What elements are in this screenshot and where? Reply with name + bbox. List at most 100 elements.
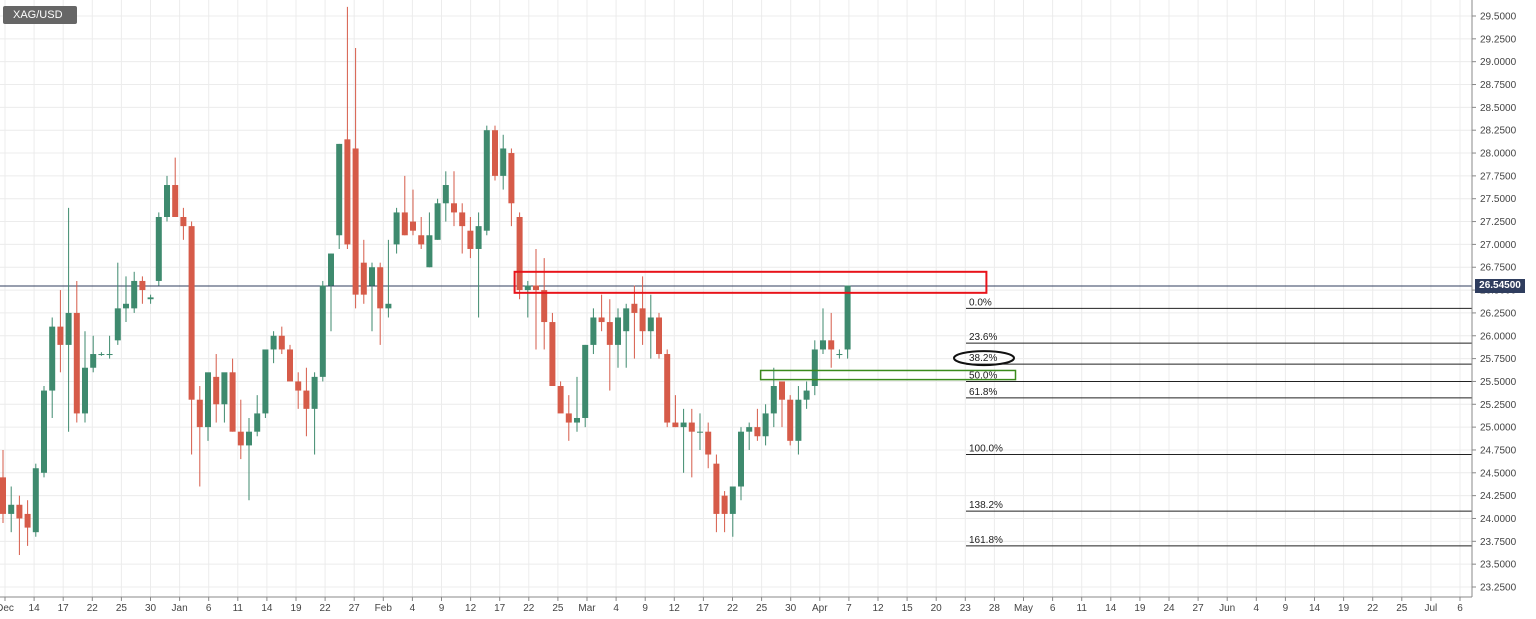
candle: [57, 290, 64, 373]
candle-body: [188, 226, 195, 400]
candle: [254, 395, 261, 437]
candle: [516, 212, 523, 300]
x-tick-label: 14: [1309, 603, 1321, 614]
x-tick-label: 7: [846, 603, 852, 614]
candle-body: [410, 221, 416, 231]
x-tick-label: 25: [1396, 603, 1408, 614]
candle: [377, 262, 384, 345]
candle: [582, 344, 589, 428]
x-tick-label: 20: [931, 603, 943, 614]
candle: [541, 258, 548, 350]
candle-body: [483, 130, 490, 231]
candle-body: [262, 349, 269, 414]
candle-body: [180, 216, 187, 227]
candle-body: [442, 185, 449, 204]
candle: [16, 495, 23, 556]
candle-body: [90, 354, 97, 368]
x-tick-label: Feb: [375, 603, 393, 614]
candle: [705, 422, 712, 469]
candle: [131, 271, 138, 313]
candle-body: [770, 386, 777, 414]
candle: [598, 294, 605, 332]
candle-body: [426, 235, 433, 268]
x-tick-label: 4: [613, 603, 619, 614]
candle: [270, 331, 277, 364]
candle-body: [598, 317, 605, 323]
y-tick-label: 28.0000: [1480, 149, 1517, 160]
candle-body: [98, 354, 105, 356]
candle-body: [114, 308, 121, 341]
candle: [311, 372, 318, 455]
candle-body: [590, 317, 597, 345]
candle: [106, 335, 113, 359]
fib-level-label: 161.8%: [969, 535, 1003, 546]
candle-body: [434, 203, 441, 240]
candle: [393, 207, 400, 254]
candle: [336, 143, 343, 249]
candle: [205, 372, 211, 441]
x-tick-label: Jul: [1425, 603, 1438, 614]
candle-body: [205, 372, 211, 428]
current-price-badge: 26.54500: [1475, 278, 1525, 293]
candle-body: [221, 372, 228, 405]
y-tick-label: 29.0000: [1480, 57, 1517, 68]
x-tick-label: 30: [145, 603, 157, 614]
candle: [0, 449, 6, 524]
candle-body: [705, 431, 712, 455]
candle: [147, 294, 154, 304]
candle: [672, 395, 679, 428]
candle-body: [795, 399, 802, 441]
candle: [762, 404, 769, 446]
symbol-label: XAG/USD: [3, 6, 77, 24]
candle: [639, 276, 646, 345]
candle: [442, 171, 449, 222]
x-tick-label: 22: [1367, 603, 1379, 614]
candle: [631, 285, 638, 359]
candle: [295, 372, 302, 409]
candle-body: [360, 262, 367, 295]
candle: [500, 134, 507, 190]
x-tick-label: 6: [1457, 603, 1463, 614]
candle: [139, 276, 146, 304]
candle-body: [147, 297, 154, 300]
candle-body: [713, 463, 720, 514]
candle-body: [106, 354, 113, 356]
candle-body: [172, 185, 179, 217]
x-tick-label: 25: [552, 603, 564, 614]
x-tick-label: 9: [439, 603, 445, 614]
candlestick-series: [0, 6, 1472, 556]
candle-body: [721, 495, 728, 514]
candle: [508, 148, 515, 227]
candle-body: [582, 344, 589, 418]
support-zone-rect: [759, 369, 1017, 381]
candle-body: [492, 130, 498, 176]
candle-body: [500, 148, 507, 176]
x-tick-label: 12: [465, 603, 477, 614]
candle: [8, 486, 15, 533]
candle: [32, 463, 39, 537]
grid-lines: [0, 0, 1472, 597]
candle-body: [0, 477, 6, 514]
candle-body: [664, 354, 671, 423]
candle-body: [836, 354, 843, 356]
candle: [549, 312, 556, 387]
candle-body: [828, 340, 835, 350]
y-tick-label: 25.0000: [1480, 423, 1517, 434]
candle: [73, 280, 80, 423]
candle: [557, 381, 564, 414]
x-tick-label: 17: [698, 603, 710, 614]
candle: [188, 221, 195, 455]
candle: [664, 349, 671, 428]
x-tick-label: 4: [1254, 603, 1260, 614]
candle: [410, 189, 416, 236]
candle: [680, 408, 687, 473]
candle: [24, 500, 31, 546]
fib-level-label: 138.2%: [969, 500, 1003, 511]
candle: [459, 203, 466, 254]
candle: [221, 372, 228, 423]
candle-body: [393, 212, 400, 245]
candle: [565, 395, 572, 441]
candle: [647, 294, 654, 359]
